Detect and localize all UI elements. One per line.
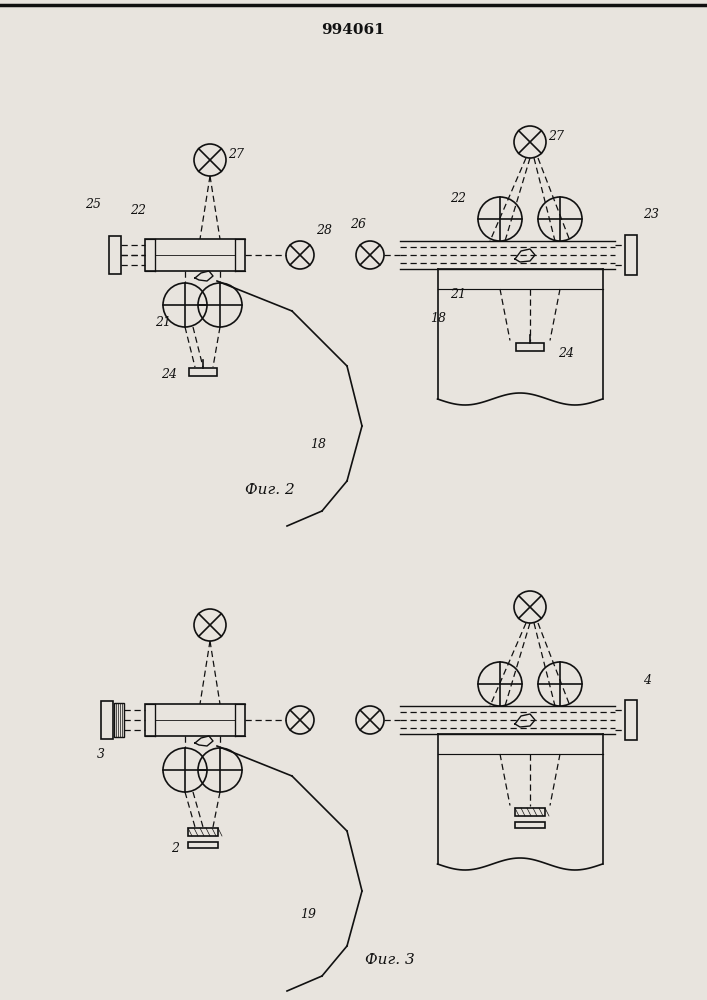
Bar <box>188 828 218 836</box>
Text: 27: 27 <box>548 130 564 143</box>
Bar <box>114 703 124 737</box>
Text: 21: 21 <box>450 288 466 302</box>
Text: 26: 26 <box>350 219 366 232</box>
Bar <box>145 704 245 736</box>
Text: 18: 18 <box>430 312 446 326</box>
Text: 994061: 994061 <box>321 23 385 37</box>
Text: Фиг. 3: Фиг. 3 <box>365 953 415 967</box>
Bar <box>625 700 637 740</box>
Text: 22: 22 <box>130 204 146 217</box>
Text: 21: 21 <box>155 316 171 330</box>
Bar <box>515 808 545 816</box>
Bar <box>516 343 544 351</box>
Text: 2: 2 <box>171 842 179 854</box>
Bar <box>189 368 217 376</box>
Bar <box>188 842 218 848</box>
Text: 19: 19 <box>300 908 316 922</box>
Bar <box>109 236 121 274</box>
Bar <box>625 235 637 275</box>
Text: 24: 24 <box>161 367 177 380</box>
Bar <box>145 239 245 271</box>
Bar <box>101 701 113 739</box>
Text: 23: 23 <box>643 209 659 222</box>
Text: Фиг. 2: Фиг. 2 <box>245 483 295 497</box>
Text: 18: 18 <box>310 438 326 452</box>
Text: 4: 4 <box>643 674 651 686</box>
Text: 27: 27 <box>228 148 244 161</box>
Text: 25: 25 <box>85 198 101 212</box>
Text: 3: 3 <box>97 748 105 762</box>
Text: 28: 28 <box>316 224 332 236</box>
Bar <box>515 822 545 828</box>
Text: 22: 22 <box>450 192 466 206</box>
Text: 24: 24 <box>558 347 574 360</box>
